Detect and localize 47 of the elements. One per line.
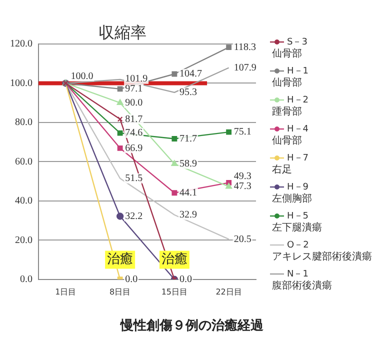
legend-label: H－2 踵骨部 (272, 95, 308, 118)
data-label: 51.5 (125, 173, 143, 184)
data-label: 75.1 (234, 126, 252, 138)
data-label: 74.6 (125, 128, 143, 139)
x-tick-label: 8日目 (110, 287, 131, 296)
annotation: 治癒 (107, 252, 134, 268)
data-label: 58.9 (179, 158, 197, 170)
data-label: 107.9 (234, 62, 256, 74)
data-label: 90.0 (125, 97, 143, 108)
x-tick-label: 1日目 (55, 287, 76, 296)
legend-label: H－7 右足 (272, 153, 308, 176)
data-label: 101.9 (125, 74, 148, 85)
data-label: 100.0 (70, 70, 94, 82)
y-tick-label: 100.0 (10, 78, 32, 89)
data-label: 71.7 (179, 133, 197, 144)
legend-label: N－1 腹部術後潰瘍 (272, 269, 332, 292)
legend-label: H－9 左側胸部 (272, 182, 312, 205)
annotation: 治癒 (161, 252, 188, 268)
data-label: 97.1 (125, 84, 143, 95)
data-label: 32.2 (125, 210, 143, 222)
data-label: 49.3 (234, 171, 252, 182)
data-label: 0.0 (179, 274, 192, 286)
y-tick-label: 60.0 (15, 156, 32, 168)
y-tick-label: 20.0 (15, 234, 32, 246)
data-label: 44.1 (179, 188, 197, 199)
data-label: 66.9 (125, 142, 143, 154)
data-label: 47.3 (234, 181, 252, 192)
data-label: 32.9 (179, 209, 197, 220)
legend-label: H－5 左下腿潰瘍 (272, 211, 322, 234)
data-label: 20.5 (234, 234, 252, 245)
data-label: 104.7 (179, 68, 202, 80)
data-label: 81.7 (125, 114, 143, 125)
data-label: 118.3 (234, 42, 256, 53)
legend-label: S－3 仙骨部 (272, 37, 308, 60)
y-tick-label: 40.0 (15, 196, 32, 207)
legend-label: H－4 仙骨部 (272, 124, 309, 147)
data-label: 95.3 (179, 87, 197, 98)
x-tick-label: 15日目 (161, 287, 188, 296)
chart-title: 収縮率 (98, 23, 146, 42)
data-label: 0.0 (125, 274, 138, 286)
text: 慢性創傷９例の治癒経過 (120, 317, 264, 334)
legend-label: H－1 仙骨部 (272, 66, 308, 89)
x-tick-label: 22日目 (216, 287, 242, 296)
y-tick-label: 0.0 (20, 274, 32, 286)
y-tick-label: 80.0 (15, 117, 32, 128)
legend-label: O－2 アキレス腱部術後潰瘍 (272, 240, 372, 263)
y-tick-label: 120.0 (10, 38, 32, 50)
